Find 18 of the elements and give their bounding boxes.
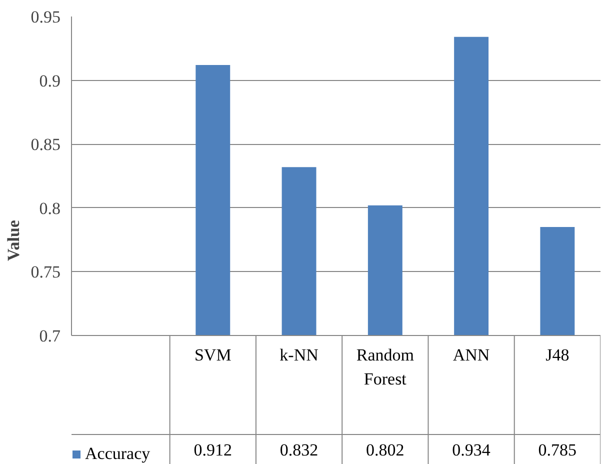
data-label: 0.912 <box>194 440 232 460</box>
y-tick-label: 0.9 <box>39 71 60 90</box>
data-label: 0.934 <box>452 440 491 460</box>
x-tick-label: k-NN <box>280 346 318 364</box>
data-label: 0.802 <box>366 440 404 460</box>
x-tick-label: SVM <box>194 346 232 364</box>
legend-label: Accuracy <box>85 444 150 464</box>
y-tick-label: 0.95 <box>30 8 60 26</box>
x-tick-label: Random Forest <box>356 346 414 388</box>
data-label: 0.832 <box>280 440 318 460</box>
y-tick-label: 0.8 <box>39 198 60 218</box>
y-tick-label: 0.85 <box>30 135 60 154</box>
x-tick-label: ANN <box>452 346 490 364</box>
y-tick-label: 0.7 <box>39 326 61 346</box>
data-label: 0.785 <box>538 440 577 460</box>
y-tick-label: 0.75 <box>30 262 60 282</box>
y-axis-title: Value <box>4 220 23 261</box>
x-tick-label: J48 <box>546 346 570 364</box>
